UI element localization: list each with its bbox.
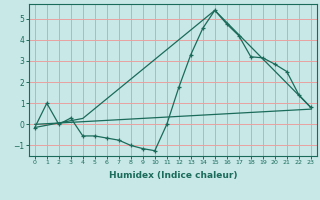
X-axis label: Humidex (Indice chaleur): Humidex (Indice chaleur) — [108, 171, 237, 180]
